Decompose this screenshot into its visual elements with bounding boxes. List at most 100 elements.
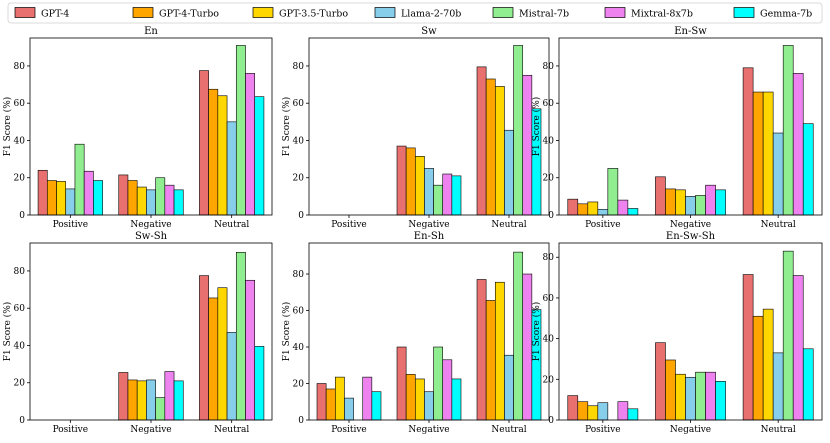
bar-mistral-7b-neutral: [513, 45, 524, 216]
x-tick-label-neutral: Neutral: [761, 220, 796, 230]
y-tick-label: 0: [298, 211, 304, 221]
x-tick-label-positive: Positive: [331, 425, 367, 435]
y-tick-label: 80: [293, 62, 305, 72]
bar-gpt-3-5-turbo-positive: [334, 376, 345, 421]
y-tick-label: 40: [14, 341, 26, 351]
bar-gpt-3-5-turbo-negative: [675, 373, 686, 421]
bar-gpt-4-neutral: [742, 274, 754, 421]
x-tick-label-positive: Positive: [331, 220, 367, 230]
plot-frame: [558, 242, 823, 421]
y-tick-label: 80: [543, 62, 555, 72]
bar-mixtral-8x7b-negative: [705, 184, 716, 216]
bar-gpt-4-negative: [655, 176, 666, 216]
legend-label-gpt-3-5-turbo: GPT-3.5-Turbo: [279, 9, 348, 20]
bar-gpt-4-turbo-negative: [405, 374, 416, 421]
panel-en-sh: En-Sh F1 Score (%) 0 20 40 60 80 Positive Negati…: [281, 231, 550, 435]
y-tick-label: 20: [293, 174, 305, 184]
bar-mixtral-8x7b-positive: [617, 199, 629, 216]
bar-gpt-4-positive: [316, 383, 327, 421]
bar-gemma-7b-neutral: [802, 348, 814, 421]
panel-title: En-Sw: [674, 26, 707, 37]
bar-mistral-7b-negative: [155, 177, 166, 216]
panel-title: En-Sw-Sh: [666, 231, 716, 242]
bar-llama-2-70b-neutral: [226, 332, 237, 421]
x-tick-label-negative: Negative: [130, 425, 171, 435]
bar-llama-2-70b-positive: [344, 397, 354, 421]
bar-gpt-4-negative: [655, 342, 666, 421]
y-tick-label: 60: [543, 99, 555, 109]
bar-gpt-4-turbo-negative: [665, 188, 676, 216]
y-tick-label: 60: [14, 304, 26, 314]
x-tick-label-negative: Negative: [670, 425, 711, 435]
bar-llama-2-70b-positive: [65, 188, 76, 216]
legend-label-gpt-4: GPT-4: [41, 9, 69, 20]
legend: GPT-4 GPT-4-Turbo GPT-3.5-Turbo Llama-2-70b…: [7, 2, 823, 24]
bar-gemma-7b-positive: [627, 208, 639, 216]
plot-frame: [308, 242, 550, 421]
y-axis-label: F1 Score (%): [531, 97, 542, 157]
bar-gpt-3-5-turbo-positive: [587, 405, 599, 421]
y-tick-label: 80: [14, 62, 26, 72]
bar-mixtral-8x7b-positive: [617, 401, 629, 421]
y-tick-label: 0: [548, 416, 554, 426]
legend-label-gpt-4-turbo: GPT-4-Turbo: [159, 9, 219, 20]
panel-sw-sh: Sw-Sh F1 Score (%) 0 20 40 60 80 Positive Negati…: [2, 231, 273, 435]
bar-gpt-4-turbo-negative: [405, 147, 416, 216]
x-tick-label-positive: Positive: [53, 220, 89, 230]
bar-mixtral-8x7b-neutral: [792, 275, 804, 421]
legend-label-mixtral-8x7b: Mixtral-8x7b: [631, 9, 693, 20]
bar-mixtral-8x7b-negative: [442, 359, 453, 421]
bar-mistral-7b-negative: [433, 184, 444, 216]
legend-swatch-mixtral-8x7b: [604, 7, 626, 18]
bar-gpt-4-positive: [37, 169, 48, 216]
bar-gpt-3-5-turbo-negative: [136, 380, 147, 421]
bar-gpt-4-neutral: [476, 279, 487, 421]
bar-mistral-7b-neutral: [235, 252, 246, 421]
legend-label-mistral-7b: Mistral-7b: [519, 9, 569, 20]
bar-mistral-7b-negative: [695, 371, 706, 421]
panel-sw: Sw F1 Score (%) 0 20 40 60 80 Positive Negative N…: [281, 26, 550, 230]
y-tick-label: 80: [543, 253, 555, 263]
panel-en-sw-sh: En-Sw-Sh F1 Score (%) 0 20 40 60 80 Positive Neg…: [531, 231, 823, 435]
plot-frame: [558, 37, 823, 216]
y-tick-label: 20: [293, 380, 305, 390]
bar-gpt-4-turbo-negative: [127, 180, 138, 216]
y-tick-label: 60: [14, 99, 26, 109]
bar-gemma-7b-negative: [451, 175, 462, 216]
y-axis-label: F1 Score (%): [281, 302, 292, 362]
bar-gpt-3-5-turbo-neutral: [762, 91, 774, 216]
legend-swatch-gpt-3-5-turbo: [252, 7, 274, 18]
bar-gpt-4-neutral: [199, 70, 209, 216]
panel-title: Sw: [421, 26, 437, 37]
y-tick-label: 60: [293, 99, 305, 109]
y-axis-label: F1 Score (%): [2, 97, 13, 157]
bar-gpt-4-turbo-neutral: [485, 300, 496, 421]
y-axis-label: F1 Score (%): [531, 302, 542, 362]
bar-mixtral-8x7b-neutral: [245, 279, 256, 421]
bar-llama-2-70b-neutral: [772, 132, 784, 216]
bar-mistral-7b-negative: [433, 346, 444, 421]
bar-gpt-4-turbo-positive: [577, 203, 589, 216]
bar-gpt-4-neutral: [476, 66, 487, 216]
bar-llama-2-70b-neutral: [772, 352, 784, 421]
bar-mistral-7b-positive: [607, 168, 619, 216]
bar-gpt-4-turbo-negative: [127, 379, 138, 421]
bar-gpt-4-neutral: [199, 275, 209, 421]
y-tick-label: 40: [543, 335, 555, 345]
bar-mistral-7b-neutral: [235, 45, 246, 216]
x-tick-label-positive: Positive: [585, 425, 621, 435]
bar-llama-2-70b-negative: [424, 391, 434, 421]
bar-gpt-4-positive: [567, 395, 579, 421]
bar-gpt-4-negative: [118, 372, 129, 421]
y-tick-label: 20: [14, 174, 26, 184]
bar-mistral-7b-negative: [155, 397, 166, 421]
y-tick-label: 20: [543, 375, 555, 385]
y-tick-label: 0: [19, 211, 25, 221]
bar-gpt-3-5-turbo-positive: [56, 181, 67, 216]
x-tick-label-neutral: Neutral: [761, 425, 796, 435]
x-tick-label-neutral: Neutral: [491, 220, 526, 230]
bar-llama-2-70b-positive: [597, 402, 609, 421]
bar-mixtral-8x7b-neutral: [522, 273, 533, 421]
bar-mixtral-8x7b-neutral: [245, 73, 256, 216]
bar-gpt-4-turbo-positive: [325, 388, 336, 421]
